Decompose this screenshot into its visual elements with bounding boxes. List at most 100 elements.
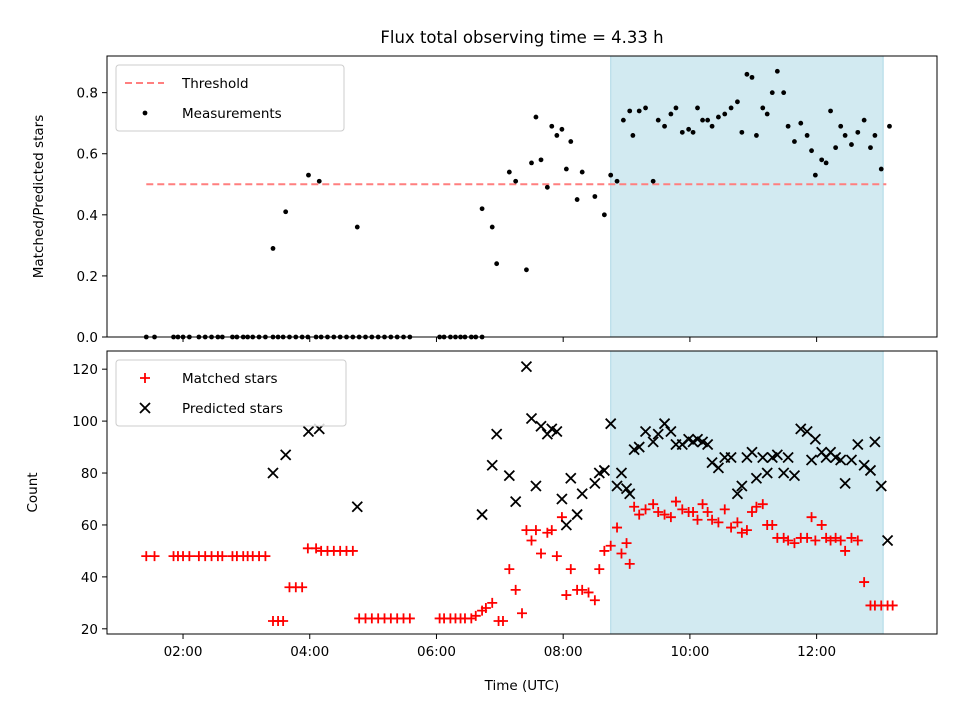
counts-point [589, 595, 600, 606]
counts-point [652, 428, 664, 440]
ratio-point [774, 68, 780, 74]
ratio-point [479, 206, 485, 212]
ratio-point [673, 105, 679, 111]
counts-point [869, 436, 881, 448]
counts-point [725, 451, 737, 464]
counts-point [629, 501, 640, 512]
counts-point [809, 433, 821, 445]
counts-point [404, 613, 415, 624]
ratio-point [630, 133, 636, 138]
counts-point [757, 499, 768, 510]
counts-point [598, 464, 611, 477]
x-tick-label: 12:00 [797, 644, 836, 660]
counts-point [795, 423, 807, 435]
counts-point [659, 509, 670, 520]
ratio-point [686, 126, 692, 132]
ratio-point [819, 157, 825, 163]
counts-point [859, 577, 870, 588]
counts-point [702, 438, 714, 451]
counts-point [280, 449, 292, 461]
ratio-point [354, 224, 360, 230]
counts-point [864, 464, 877, 477]
counts-point [805, 454, 818, 466]
counts-point [658, 418, 671, 430]
counts-point [816, 519, 827, 530]
counts-point [665, 425, 677, 438]
ratio-y-tick-label: 0.2 [77, 269, 98, 285]
ratio-point [608, 172, 614, 178]
ratio-point [735, 99, 740, 105]
counts-point [577, 584, 588, 595]
counts-point [648, 499, 659, 510]
counts-point [184, 551, 195, 562]
counts-point [624, 488, 636, 500]
counts-point [267, 467, 279, 479]
ratio-point [760, 105, 766, 111]
ratio-point [568, 139, 574, 144]
counts-axes-frame [106, 350, 938, 635]
ratio-point [764, 111, 770, 117]
counts-point [347, 545, 358, 556]
ratio-point [650, 178, 656, 184]
ratio-point [494, 261, 500, 267]
ratio-point [690, 129, 696, 135]
counts-point [653, 506, 664, 517]
ratio-point [544, 184, 550, 190]
counts-point [835, 454, 847, 466]
counts-point [692, 514, 703, 525]
ratio-point [533, 114, 539, 120]
counts-point [589, 477, 601, 490]
counts-y-tick-label: 100 [72, 414, 98, 430]
counts-point [260, 551, 271, 562]
ratio-point [709, 123, 715, 129]
counts-point [476, 508, 488, 521]
ratio-point [695, 105, 700, 111]
ratio-point [769, 90, 775, 96]
counts-legend-label: Matched stars [182, 371, 278, 387]
ratio-point [549, 123, 555, 129]
counts-point [647, 436, 659, 448]
counts-point [778, 467, 790, 479]
counts-point [149, 551, 160, 562]
counts-point [719, 504, 730, 515]
ratio-point [601, 212, 607, 218]
counts-point [599, 545, 610, 556]
counts-point [615, 467, 628, 479]
counts-point [530, 525, 541, 536]
counts-point [510, 584, 521, 595]
ratio-point [554, 133, 560, 138]
counts-point [621, 538, 632, 549]
ratio-point [798, 120, 804, 126]
counts-point [605, 540, 616, 551]
counts-point [761, 467, 773, 479]
ratio-point [716, 114, 721, 120]
ratio-point [855, 129, 861, 135]
ratio-point [878, 166, 884, 172]
ratio-point [627, 108, 633, 114]
ratio-point [579, 169, 585, 175]
counts-point [536, 548, 547, 559]
ratio-point [524, 267, 529, 273]
ratio-point [506, 169, 512, 175]
counts-y-tick-label: 20 [81, 622, 98, 638]
counts-series-1 [267, 360, 894, 547]
ratio-point [792, 139, 797, 144]
counts-point [846, 532, 857, 543]
counts-y-tick-label: 40 [81, 570, 98, 586]
counts-point [697, 499, 708, 510]
ratio-point [833, 145, 839, 151]
ratio-point [679, 129, 685, 135]
ratio-y-tick-label: 0.6 [77, 147, 98, 163]
counts-point [852, 438, 864, 451]
counts-point [521, 525, 532, 536]
ratio-point [270, 246, 276, 251]
ratio-point [872, 133, 878, 138]
counts-point [624, 558, 635, 569]
counts-legend-label: Predicted stars [182, 401, 283, 417]
ratio-legend: Threshold Measurements [115, 64, 345, 132]
counts-point [736, 527, 747, 538]
counts-point [670, 496, 681, 507]
counts-point [470, 610, 481, 621]
ratio-point [728, 105, 734, 111]
ratio-point [722, 111, 728, 117]
